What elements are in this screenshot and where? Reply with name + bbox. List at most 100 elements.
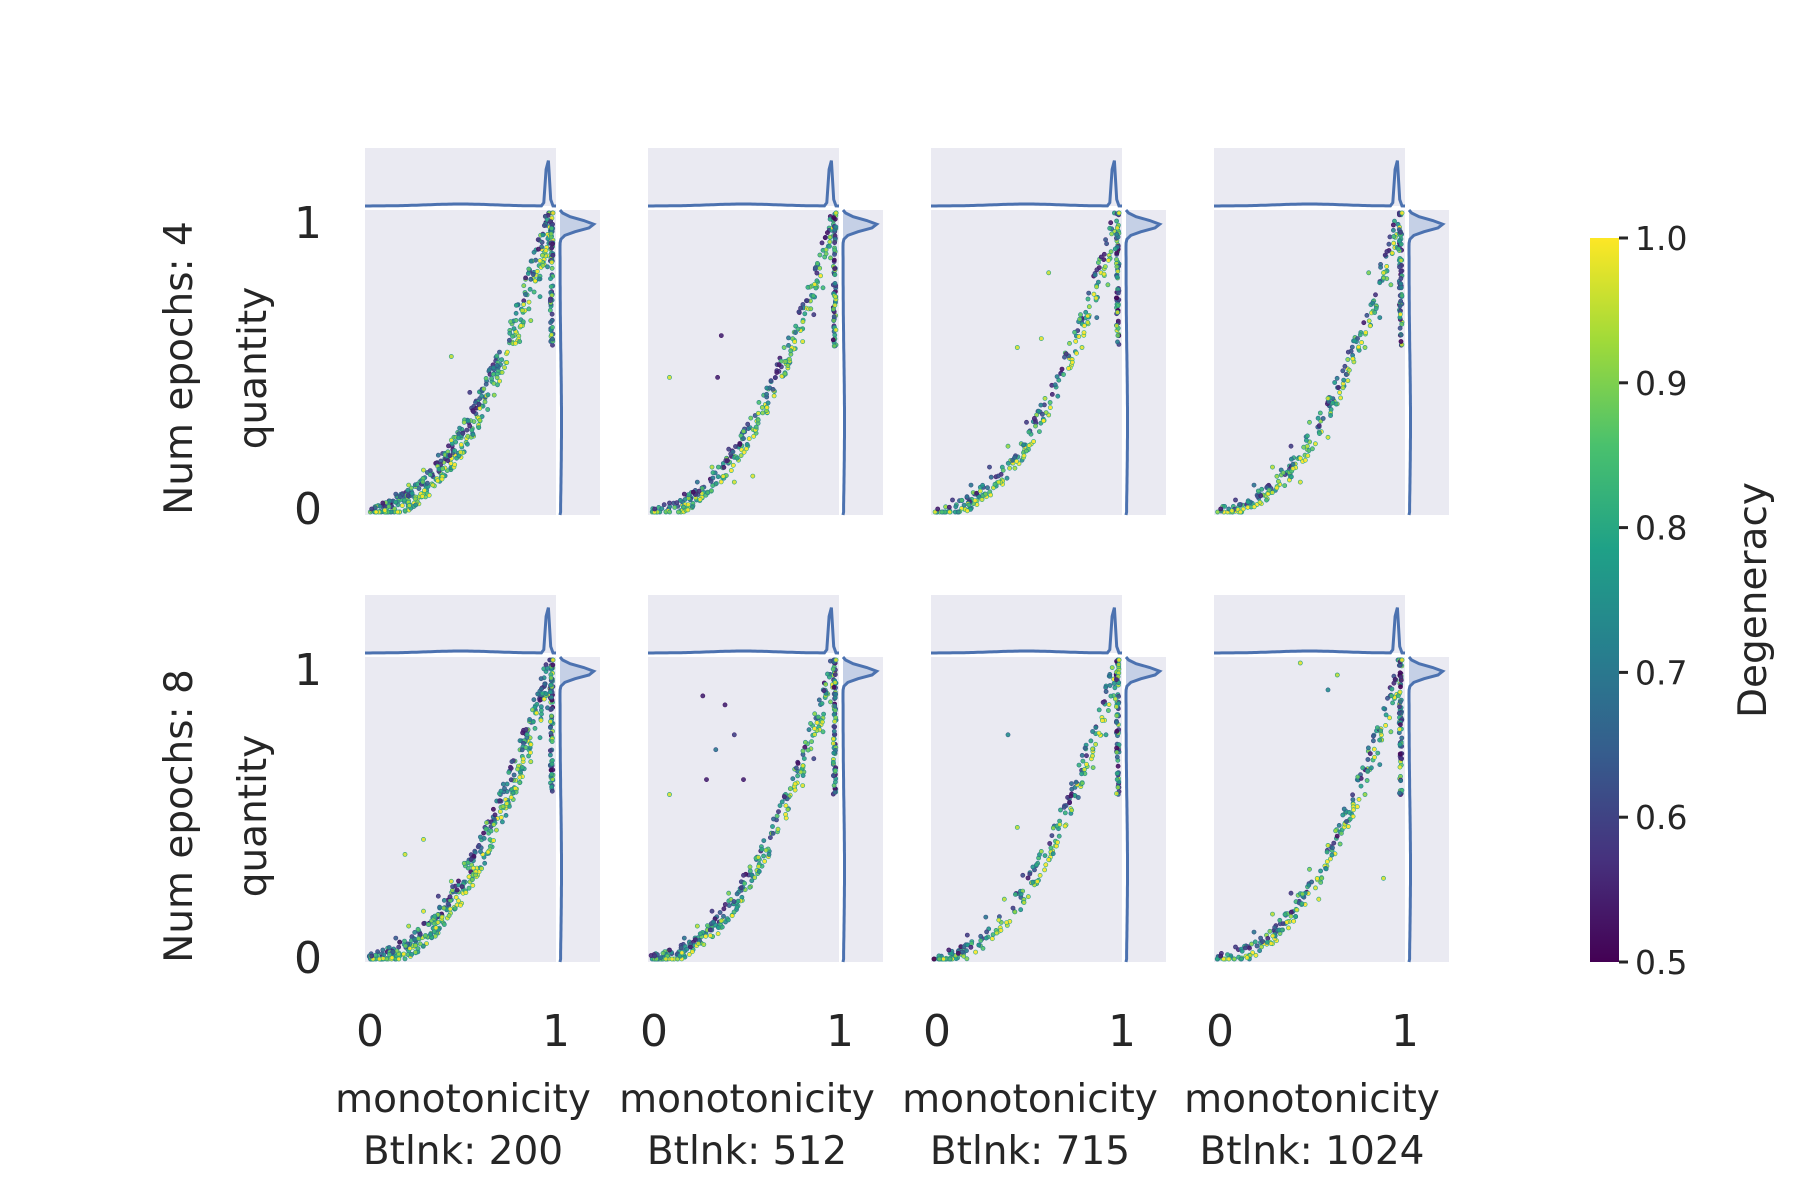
scatter-point	[1398, 722, 1403, 727]
scatter-point	[445, 458, 451, 463]
scatter-point	[1055, 839, 1060, 845]
scatter-point	[831, 728, 837, 734]
scatter-point	[473, 872, 478, 878]
scatter-point	[448, 878, 454, 884]
scatter-point	[1381, 875, 1386, 881]
scatter-point	[827, 243, 832, 249]
scatter-point	[731, 899, 737, 904]
scatter-point	[471, 409, 476, 415]
col-label-4-line2: Btlnk: 1024	[1200, 1129, 1425, 1174]
scatter-point	[832, 680, 838, 685]
scatter-point	[1258, 493, 1264, 499]
scatter-point	[550, 221, 555, 227]
scatter-point	[949, 951, 954, 956]
scatter-point	[817, 252, 823, 258]
scatter-point	[390, 949, 396, 955]
scatter-point	[1265, 491, 1271, 497]
scatter-point	[530, 707, 535, 713]
scatter-point	[771, 393, 777, 399]
scatter-point	[1375, 725, 1380, 730]
scatter-point	[1391, 240, 1397, 246]
scatter-point	[1291, 918, 1297, 924]
scatter-point	[996, 917, 1002, 923]
scatter-point	[439, 476, 445, 482]
scatter-point	[389, 955, 395, 961]
scatter-point	[528, 276, 534, 282]
scatter-point	[478, 849, 483, 854]
scatter-point	[745, 421, 751, 427]
scatter-point	[523, 727, 529, 732]
scatter-point	[726, 890, 732, 896]
scatter-point	[447, 453, 453, 458]
scatter-point	[510, 790, 516, 796]
scatter-point	[968, 482, 974, 488]
top-marginal-kde	[648, 607, 840, 655]
scatter-point	[1046, 857, 1052, 863]
scatter-point	[402, 852, 408, 857]
scatter-point	[543, 248, 549, 253]
scatter-point	[1086, 290, 1092, 296]
scatter-point	[421, 921, 427, 926]
scatter-point	[964, 948, 969, 954]
scatter-point	[815, 714, 821, 720]
scatter-point	[715, 931, 721, 937]
scatter-point	[380, 500, 386, 506]
scatter-point	[771, 816, 776, 822]
scatter-point	[1020, 872, 1026, 878]
scatter-point	[1106, 708, 1111, 713]
scatter-point	[672, 504, 678, 510]
scatter-point	[441, 905, 447, 911]
scatter-point	[1359, 340, 1364, 345]
scatter-point	[667, 500, 672, 506]
scatter-point	[831, 215, 837, 221]
panels-layer	[365, 148, 1449, 963]
scatter-point	[1100, 718, 1105, 723]
scatter-point	[1389, 250, 1395, 256]
scatter-point	[491, 392, 497, 398]
scatter-point	[1054, 374, 1060, 379]
scatter-point	[539, 686, 544, 692]
scatter-point	[538, 704, 544, 710]
scatter-point	[1370, 300, 1376, 306]
scatter-point	[1105, 282, 1111, 288]
scatter-point	[1377, 762, 1383, 767]
scatter-point	[382, 507, 388, 513]
scatter-point	[1331, 840, 1337, 846]
scatter-point	[1052, 382, 1058, 388]
scatter-point	[519, 765, 525, 770]
top-marginal-bg	[365, 148, 556, 206]
colorbar-tick-label: 0.9	[1635, 364, 1687, 403]
right-marginal-bg	[1409, 210, 1449, 515]
scatter-point	[1092, 272, 1098, 278]
scatter-point	[1257, 948, 1262, 954]
scatter-point	[1395, 693, 1401, 699]
scatter-point	[409, 490, 415, 496]
scatter-point	[1114, 323, 1120, 329]
scatter-point	[432, 913, 438, 919]
scatter-point	[1373, 306, 1379, 311]
scatter-point	[1297, 479, 1303, 485]
scatter-point	[550, 241, 555, 247]
scatter-point	[747, 884, 753, 890]
scatter-point	[741, 428, 746, 434]
scatter-point	[452, 448, 457, 453]
col-label-2-line2: Btlnk: 512	[647, 1129, 847, 1174]
scatter-point	[1253, 952, 1259, 958]
scatter-point	[531, 697, 537, 703]
scatter-point	[413, 943, 418, 948]
scatter-point	[823, 251, 829, 257]
scatter-point	[808, 721, 813, 726]
scatter-point	[833, 327, 839, 333]
scatter-point	[1093, 725, 1099, 730]
scatter-point	[794, 765, 799, 771]
scatter-point	[1325, 843, 1331, 848]
scatter-point	[1346, 810, 1352, 815]
scatter-point	[1332, 380, 1338, 385]
scatter-point	[795, 326, 801, 332]
scatter-point	[1086, 304, 1092, 310]
scatter-point	[1081, 323, 1087, 329]
scatter-point	[831, 773, 836, 778]
scatter-point	[833, 210, 839, 216]
scatter-point	[1364, 778, 1370, 783]
scatter-point	[1277, 917, 1283, 923]
